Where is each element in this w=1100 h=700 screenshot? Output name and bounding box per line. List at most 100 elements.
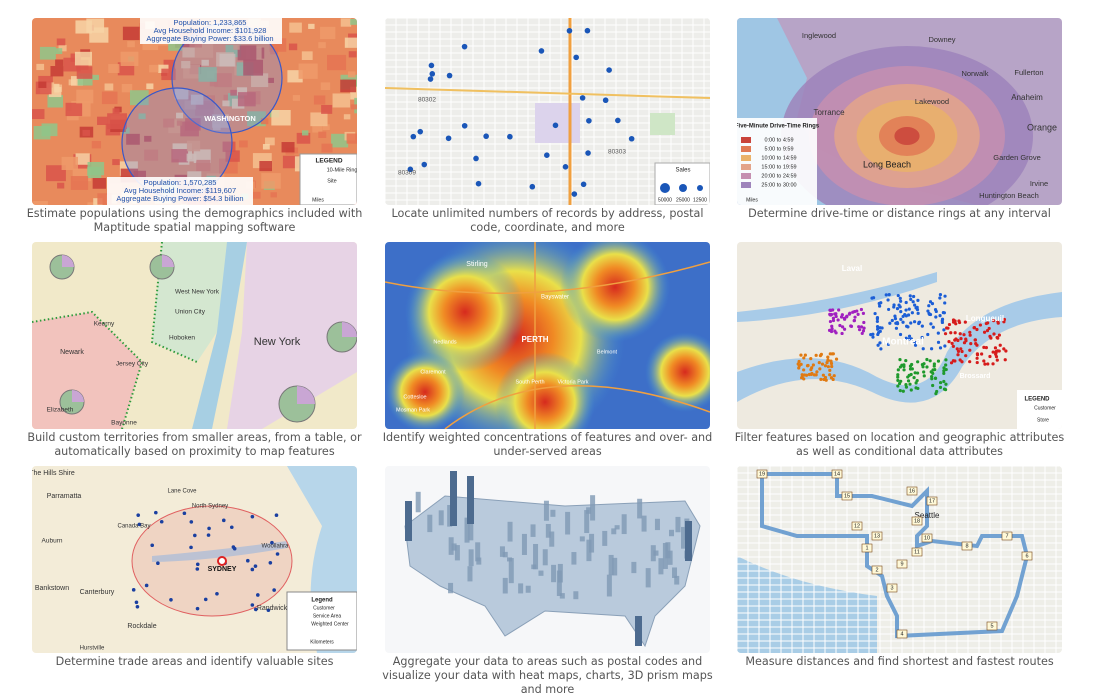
highway: [385, 87, 710, 99]
customer: [942, 379, 946, 384]
legend-swatch: [741, 155, 751, 161]
customer: [838, 323, 842, 328]
customer: [869, 333, 873, 337]
customer: [875, 325, 880, 329]
zone: [535, 103, 580, 143]
tract: [313, 95, 326, 105]
map-label: Orange: [1027, 122, 1057, 132]
tract: [112, 159, 120, 166]
stop-box: [896, 629, 908, 639]
customer: [975, 356, 979, 360]
customer: [137, 522, 142, 527]
map-label: Canterbury: [80, 589, 115, 596]
customer: [906, 313, 911, 317]
tract: [185, 118, 201, 131]
pin: [483, 133, 489, 140]
tract: [181, 61, 191, 69]
customer: [274, 513, 279, 518]
pin: [573, 54, 579, 61]
customer: [896, 373, 900, 377]
tract: [82, 129, 90, 136]
customer: [834, 331, 838, 335]
customer: [856, 312, 860, 316]
customer: [941, 310, 945, 315]
map-label: Anaheim: [1011, 93, 1043, 102]
map-image: Stirling Bayswater PERTH Nedlands Claremont B…: [385, 242, 710, 429]
map-label: Fullerton: [1014, 68, 1043, 77]
map-label: Garden Grove: [993, 153, 1041, 162]
customer: [828, 308, 832, 312]
customer: [926, 332, 930, 337]
customer: [802, 356, 806, 360]
prism: [533, 543, 539, 570]
map-label: Claremont: [420, 369, 446, 375]
customer: [930, 377, 934, 381]
customer: [910, 311, 914, 315]
customer: [908, 364, 913, 368]
customer: [958, 358, 962, 362]
customer: [983, 362, 987, 366]
pin: [407, 166, 414, 173]
tract: [122, 26, 140, 41]
map-label: Nedlands: [433, 339, 456, 345]
stop-box: [961, 541, 973, 551]
customer: [131, 588, 136, 592]
customer: [992, 319, 996, 323]
customer: [898, 365, 903, 369]
prism: [612, 557, 618, 576]
customer: [849, 324, 854, 328]
legend-swatch: [741, 146, 751, 152]
customer: [944, 358, 948, 362]
prism: [502, 577, 508, 594]
pin: [507, 133, 513, 140]
tract: [38, 81, 47, 88]
customer: [982, 345, 986, 349]
prism: [556, 570, 562, 596]
customer: [814, 353, 818, 357]
prism: [507, 521, 513, 542]
tract: [243, 59, 264, 76]
prism: [438, 510, 444, 526]
customer: [975, 327, 979, 332]
tract: [182, 47, 196, 58]
prism: [518, 583, 524, 594]
stop-label: 13: [874, 533, 880, 539]
customer: [830, 327, 834, 331]
river: [737, 292, 1062, 403]
customer: [942, 366, 946, 370]
customer: [915, 371, 920, 375]
tract: [163, 59, 176, 69]
customer: [933, 376, 938, 381]
customer: [978, 323, 982, 327]
tract: [344, 37, 357, 48]
customer: [962, 333, 966, 337]
customer: [870, 296, 874, 300]
customer: [800, 373, 804, 377]
customer: [953, 319, 957, 323]
tract: [74, 51, 92, 66]
prism: [507, 557, 513, 562]
map-label: Randwick: [257, 605, 288, 612]
customer: [898, 388, 902, 393]
prism: [499, 546, 505, 557]
customer: [962, 341, 967, 345]
stop-box: [911, 547, 923, 557]
customer: [828, 373, 832, 377]
customer: [832, 374, 836, 378]
customer: [991, 362, 995, 366]
customer: [272, 588, 276, 592]
customer: [938, 314, 942, 318]
tract: [270, 192, 277, 198]
tract: [251, 73, 269, 88]
customer: [958, 332, 962, 336]
pie-slice: [162, 255, 174, 267]
customer: [150, 543, 155, 548]
customer: [899, 299, 903, 303]
tract: [65, 102, 83, 117]
customer: [925, 365, 929, 369]
customer: [1004, 349, 1008, 353]
customer: [904, 358, 908, 363]
map-label: Rockdale: [127, 623, 156, 630]
map: West New York Kearny Union City Hoboken Newa…: [32, 242, 357, 429]
customer: [920, 324, 924, 328]
